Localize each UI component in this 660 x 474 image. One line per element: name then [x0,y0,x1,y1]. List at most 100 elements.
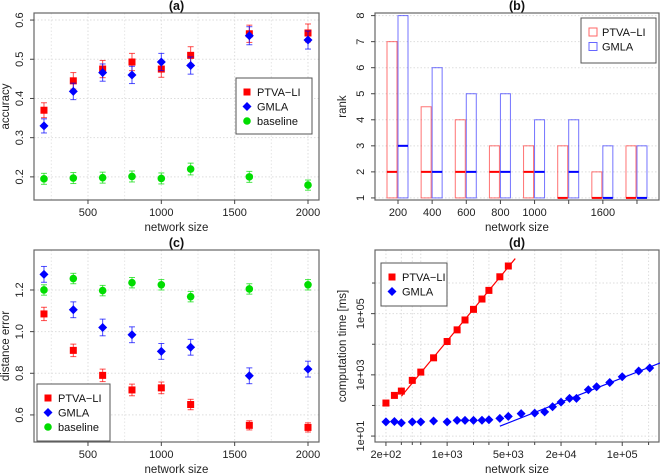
data-point [645,363,655,373]
data-point [245,421,253,429]
data-point [416,417,426,427]
y-axis-label: distance error [0,311,12,381]
data-point [583,385,593,395]
legend-label: PTVA−LI [257,87,301,99]
data-point [634,366,644,376]
y-tick-label: 0.5 [14,52,26,67]
data-point [128,172,136,181]
data-point [304,280,312,289]
box-gmla [568,119,580,199]
box-ptva [420,106,432,199]
data-point [460,415,470,425]
data-point [303,364,313,374]
box-ptva [386,41,398,199]
x-axis-label: network size [485,222,549,234]
legend-marker [43,408,53,417]
x-tick-label: 1000 [149,449,173,461]
data-point [469,305,477,313]
y-tick-label: 1e+05 [355,298,367,329]
data-point [540,407,550,417]
x-tick-label: 500 [79,207,97,219]
x-tick-label: 400 [423,207,441,219]
data-point [40,106,48,114]
x-axis-label: network size [145,222,209,234]
legend-marker [243,117,251,125]
box-gmla [397,15,409,199]
y-tick-label: 2 [355,169,367,175]
data-point [504,262,512,270]
box-gmla [465,93,477,199]
data-point [245,173,254,181]
x-tick-label: 1600 [591,207,615,219]
box-gmla [602,145,614,199]
y-tick-label: 1e+03 [355,359,367,390]
panel-title: (b) [509,0,525,13]
data-point [484,415,494,425]
legend-label: baseline [257,116,298,128]
data-point [98,322,108,332]
data-point [477,415,487,425]
data-point [69,346,77,354]
data-point [430,354,438,362]
legend-marker [44,423,52,431]
data-point [98,68,108,78]
x-tick-label: 1e+05 [607,449,638,461]
data-point [69,274,78,283]
y-tick-label: 1 [355,195,367,201]
y-tick-label: 1.0 [14,324,26,339]
legend: PTVA−LI GMLA [580,17,657,64]
data-point [128,58,136,66]
y-tick-label: 0.4 [14,91,26,106]
legend-label: baseline [58,422,99,434]
data-point [39,121,49,131]
data-point [443,337,451,345]
legend-label: GMLA [58,408,90,420]
x-tick-label: 1500 [222,207,246,219]
data-point [187,401,195,409]
legend-label: PTVA−LI [58,393,102,405]
y-tick-label: 1.2 [14,282,26,297]
box-ptva [591,171,603,199]
x-tick-label: 800 [491,207,509,219]
data-point [186,292,195,301]
x-tick-label: 500 [79,449,97,461]
data-point [186,61,196,71]
data-point [244,31,254,41]
box-gmla [431,67,443,199]
legend-label: GMLA [602,42,634,54]
data-point [461,316,469,324]
data-point [516,409,526,419]
data-point [390,391,398,399]
data-point [468,415,478,425]
legend-swatch [588,27,598,37]
data-point [40,175,48,183]
y-tick-label: 0.3 [14,130,26,145]
data-point [245,285,254,293]
data-point [186,342,196,352]
data-point [40,286,48,294]
plot-frame [374,249,660,443]
data-point [442,417,452,427]
y-tick-label: 1e+01 [355,421,367,452]
data-point [69,174,78,182]
data-point [304,423,312,431]
legend-marker [387,287,397,296]
data-point [495,413,505,423]
data-point [381,417,391,427]
data-point [503,411,513,421]
legend: PTVA−LI GMLA [380,262,448,307]
data-point [187,51,195,59]
panel-b: 200 400 600 800 1000 1600 1 2 3 4 5 6 7 8 (b) network s… [337,0,660,234]
y-tick-label: 0.6 [14,12,26,27]
data-point [592,382,602,392]
y-tick-label: 0.8 [14,366,26,381]
x-tick-label: 600 [457,207,475,219]
data-point [396,418,406,428]
y-axis-label: computation time [ms] [337,290,349,402]
data-point [156,57,166,67]
box-ptva [454,119,466,199]
panel-c: 500 1000 1500 2000 0.6 0.8 1.0 1.2 (c) network si… [0,236,320,474]
y-axis-label: accuracy [0,83,12,129]
x-tick-label: 2000 [296,449,320,461]
